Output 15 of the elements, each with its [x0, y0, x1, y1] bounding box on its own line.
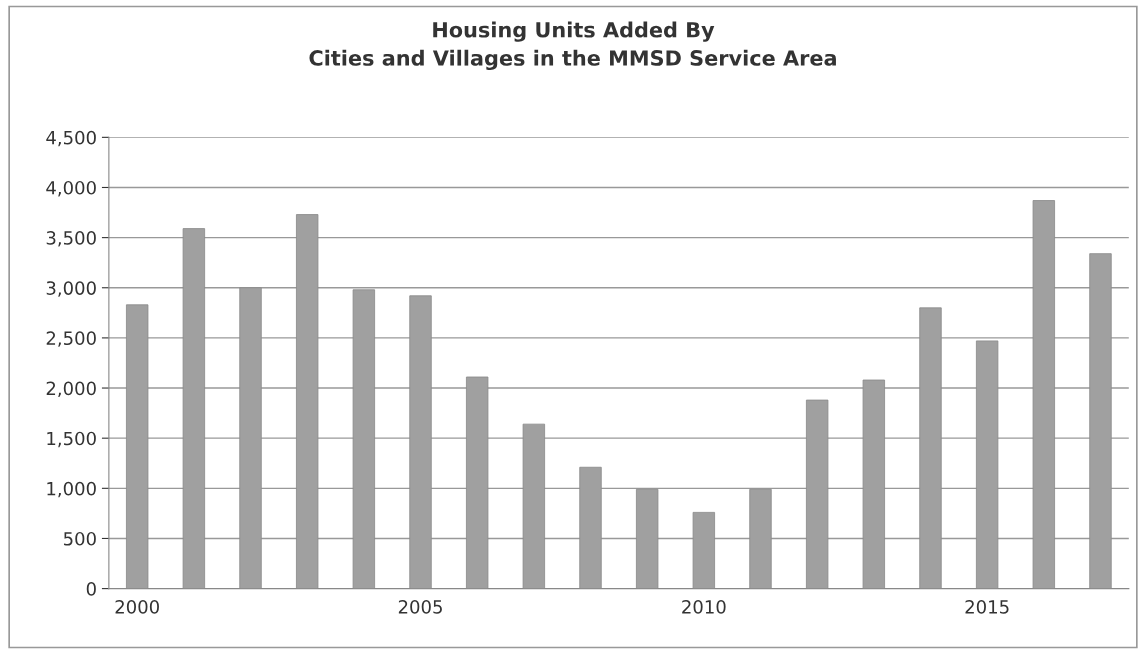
y-tick-label: 2,500 — [46, 331, 96, 347]
x-tick-label: 2000 — [115, 600, 159, 614]
x-tick-label: 2005 — [398, 600, 442, 614]
y-tick-label: 4,000 — [46, 180, 96, 197]
y-tick-label: 3,500 — [46, 231, 96, 247]
y-tick-label: 3,000 — [46, 281, 96, 297]
y-tick-label: 4,500 — [46, 130, 96, 147]
chart-title: Housing Units Added By Cities and Villages in the MMSD Service Area — [309, 21, 836, 71]
y-tick-label: 500 — [63, 531, 96, 546]
y-tick-label: 1,000 — [47, 481, 96, 498]
y-tick-label: 1,500 — [47, 431, 96, 448]
x-tick-label: 2015 — [965, 600, 1009, 614]
y-tick-label: 0 — [86, 582, 96, 596]
x-tick-label: 2010 — [682, 600, 726, 614]
y-tick-label: 2,000 — [46, 381, 96, 397]
